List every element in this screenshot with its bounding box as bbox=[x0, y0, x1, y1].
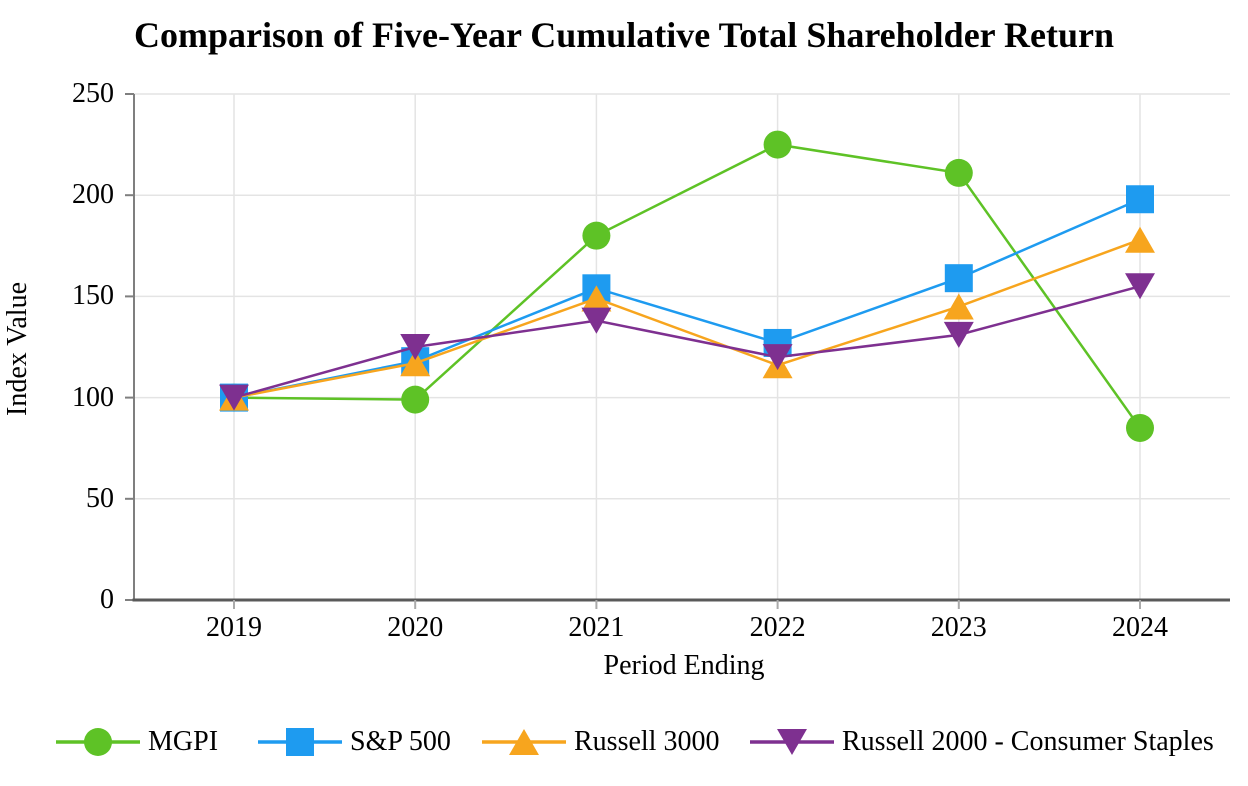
series-line-3 bbox=[233, 285, 1141, 399]
legend-item: Russell 2000 - Consumer Staples bbox=[750, 724, 1214, 760]
y-tick-label: 0 bbox=[100, 584, 114, 615]
legend-item: MGPI bbox=[56, 724, 218, 760]
triangle-up-legend-icon bbox=[482, 728, 566, 756]
legend-marker bbox=[286, 728, 314, 756]
series-line-2 bbox=[233, 238, 1141, 399]
data-point-marker bbox=[401, 385, 430, 414]
x-tick-label: 2019 bbox=[206, 612, 262, 643]
y-tick-label: 250 bbox=[72, 78, 114, 109]
data-point-marker bbox=[581, 285, 612, 312]
legend-marker bbox=[777, 728, 807, 756]
legend-label: S&P 500 bbox=[350, 726, 451, 757]
square-legend-icon bbox=[258, 728, 342, 756]
x-tick-label: 2023 bbox=[930, 612, 987, 643]
data-point-marker bbox=[943, 321, 974, 348]
x-tick-label: 2024 bbox=[1112, 612, 1168, 643]
legend-item: S&P 500 bbox=[258, 724, 451, 760]
data-point-marker bbox=[219, 384, 249, 411]
legend-label: Russell 2000 - Consumer Staples bbox=[842, 726, 1214, 757]
circle-legend-icon bbox=[56, 728, 140, 756]
data-point-marker bbox=[1125, 273, 1155, 300]
chart-title: Comparison of Five-Year Cumulative Total… bbox=[133, 15, 1114, 55]
x-tick-label: 2022 bbox=[749, 612, 806, 643]
data-point-marker bbox=[400, 350, 431, 377]
legend-label: MGPI bbox=[148, 726, 219, 757]
y-tick-label: 150 bbox=[72, 280, 114, 312]
data-point-marker bbox=[582, 221, 611, 250]
series-line-1 bbox=[233, 198, 1141, 399]
data-point-marker bbox=[944, 158, 973, 187]
y-tick-label: 50 bbox=[86, 482, 114, 514]
data-point-marker bbox=[1126, 413, 1154, 442]
y-tick-label: 100 bbox=[72, 381, 114, 413]
triangle-down-legend-icon bbox=[750, 728, 834, 756]
data-point-marker bbox=[1126, 185, 1154, 214]
series-line-0 bbox=[233, 143, 1142, 429]
legend-item: Russell 3000 bbox=[482, 724, 719, 760]
y-tick-label: 200 bbox=[72, 179, 114, 211]
data-point-marker bbox=[763, 130, 792, 159]
data-point-marker bbox=[400, 333, 431, 361]
x-tick-label: 2020 bbox=[387, 612, 444, 643]
data-point-marker bbox=[762, 344, 793, 371]
legend-label: Russell 3000 bbox=[574, 726, 720, 757]
legend-marker bbox=[509, 728, 539, 756]
x-axis-title: Period Ending bbox=[603, 650, 765, 681]
legend-marker bbox=[84, 728, 112, 756]
data-point-marker bbox=[581, 307, 612, 334]
data-point-marker bbox=[944, 264, 973, 293]
data-point-marker bbox=[1125, 226, 1155, 253]
x-tick-label: 2021 bbox=[568, 612, 625, 643]
data-point-marker bbox=[943, 293, 974, 320]
y-axis-title: Index Value bbox=[2, 282, 33, 416]
